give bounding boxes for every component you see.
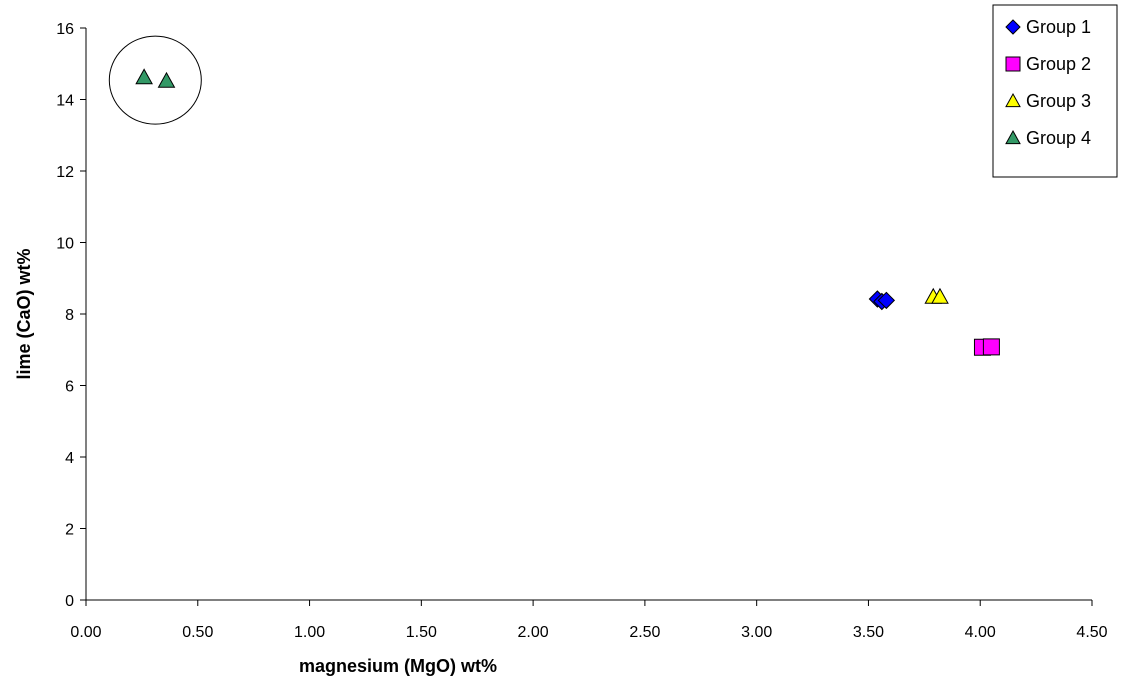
data-point: [157, 71, 176, 88]
x-tick-label: 4.00: [965, 624, 996, 641]
x-tick-label: 2.50: [629, 624, 660, 641]
legend-entry: Group 2: [1005, 54, 1091, 74]
x-tick-label: 3.50: [853, 624, 884, 641]
x-tick-label: 4.50: [1076, 624, 1107, 641]
legend-label: Group 4: [1026, 128, 1091, 148]
x-tick-label: 1.50: [406, 624, 437, 641]
y-tick-label: 2: [65, 522, 74, 539]
legend-label: Group 3: [1026, 91, 1091, 111]
legend-label: Group 1: [1026, 17, 1091, 37]
y-tick-label: 4: [65, 450, 74, 467]
annotation-circle: [108, 35, 202, 125]
series-group-2: [973, 338, 1000, 356]
series-group-4: [135, 68, 176, 88]
x-tick-label: 2.00: [518, 624, 549, 641]
data-point: [877, 291, 896, 310]
y-tick-label: 12: [56, 164, 74, 181]
y-axis-label: lime (CaO) wt%: [14, 248, 34, 379]
legend-marker: [1005, 19, 1021, 35]
legend-marker: [1005, 92, 1021, 108]
series-group-1: [868, 290, 896, 311]
x-tick-label: 3.00: [741, 624, 772, 641]
y-tick-label: 16: [56, 21, 74, 38]
y-tick-label: 6: [65, 379, 74, 396]
x-axis-label: magnesium (MgO) wt%: [299, 656, 497, 676]
y-tick-label: 10: [56, 236, 74, 253]
legend-entry: Group 1: [1005, 17, 1091, 37]
data-point: [931, 287, 949, 304]
x-tick-label: 0.50: [182, 624, 213, 641]
legend-label: Group 2: [1026, 54, 1091, 74]
data-point: [982, 338, 1000, 356]
legend-marker: [1005, 56, 1021, 72]
legend-marker: [1005, 129, 1021, 145]
legend-entry: Group 3: [1005, 91, 1091, 111]
x-tick-label: 1.00: [294, 624, 325, 641]
series-group-3: [924, 287, 949, 304]
data-point: [135, 68, 153, 85]
x-tick-label: 0.00: [70, 624, 101, 641]
legend-entry: Group 4: [1005, 128, 1091, 148]
y-tick-label: 8: [65, 307, 74, 324]
y-tick-label: 0: [65, 593, 74, 610]
y-tick-label: 14: [56, 93, 74, 110]
